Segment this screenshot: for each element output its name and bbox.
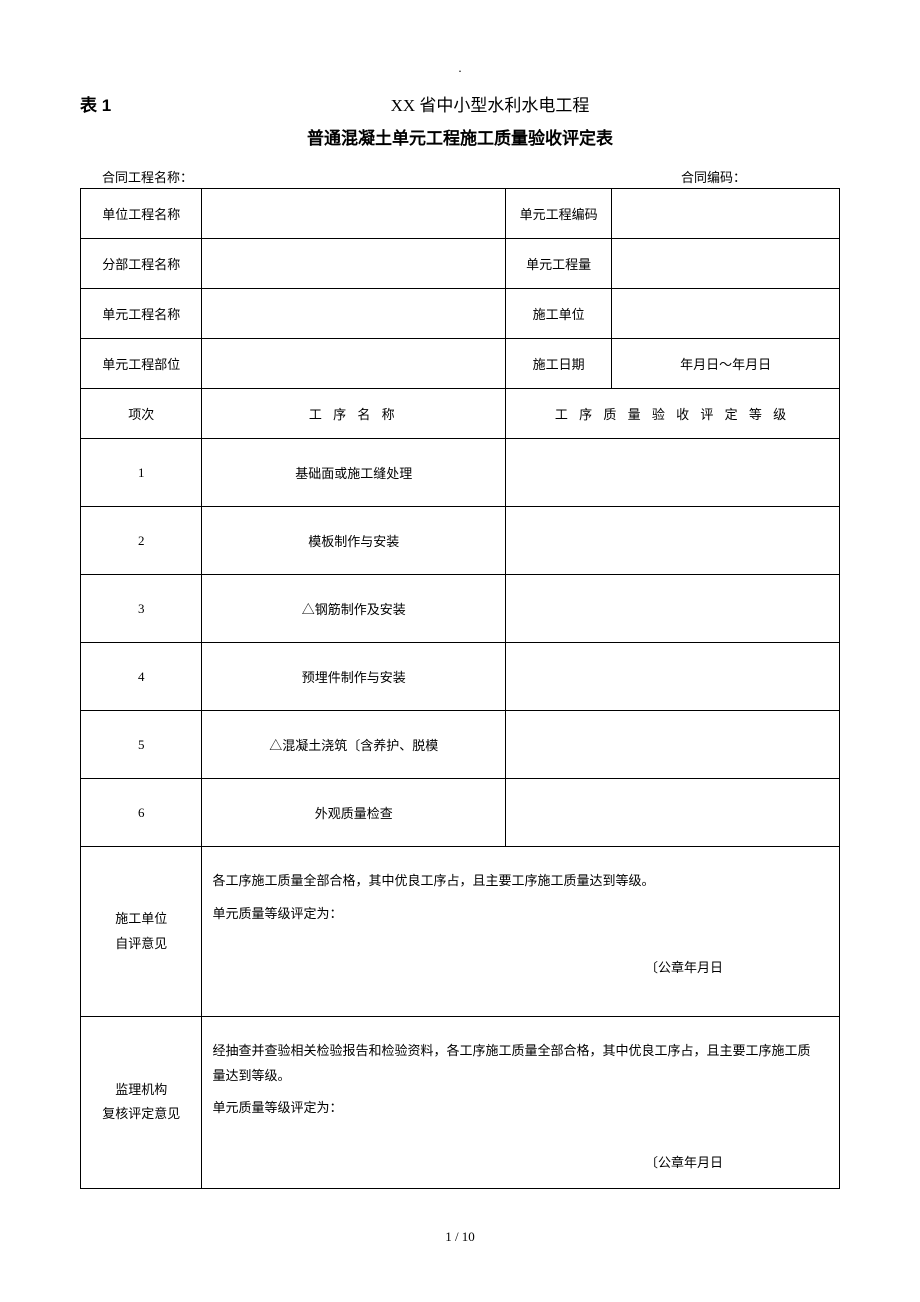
- seq-cell: 2: [81, 507, 202, 575]
- info-value: [202, 289, 506, 339]
- opinion1-text1: 各工序施工质量全部合格，其中优良工序占，且主要工序施工质量达到等级。: [212, 869, 823, 894]
- evaluation-table: 单位工程名称 单元工程编码 分部工程名称 单元工程量 单元工程名称 施工单位 单…: [80, 188, 840, 1189]
- title-line-1: XX 省中小型水利水电工程: [140, 91, 840, 116]
- table-row: 1 基础面或施工缝处理: [81, 439, 840, 507]
- opinion2-text2: 单元质量等级评定为：: [212, 1096, 823, 1121]
- info-label: 施工日期: [506, 339, 612, 389]
- grade-cell: [506, 507, 840, 575]
- table-row: 单元工程部位 施工日期 年月日～年月日: [81, 339, 840, 389]
- opinion1-seal: 〔公章年月日: [212, 956, 823, 981]
- info-value: 年月日～年月日: [612, 339, 840, 389]
- grade-cell: [506, 575, 840, 643]
- name-cell: 预埋件制作与安装: [202, 643, 506, 711]
- page-number: 1 / 10: [80, 1229, 840, 1245]
- opinion-row-1: 施工单位 自评意见 各工序施工质量全部合格，其中优良工序占，且主要工序施工质量达…: [81, 847, 840, 1017]
- table-header-row: 项次 工 序 名 称 工 序 质 量 验 收 评 定 等 级: [81, 389, 840, 439]
- opinion2-label: 监理机构 复核评定意见: [81, 1017, 202, 1189]
- table-row: 6 外观质量检查: [81, 779, 840, 847]
- grade-cell: [506, 711, 840, 779]
- table-number-label: 表 1: [80, 91, 140, 116]
- table-row: 3 △钢筋制作及安装: [81, 575, 840, 643]
- table-row: 2 模板制作与安装: [81, 507, 840, 575]
- name-cell: 外观质量检查: [202, 779, 506, 847]
- info-label: 施工单位: [506, 289, 612, 339]
- table-row: 单位工程名称 单元工程编码: [81, 189, 840, 239]
- title-line-2: 普通混凝土单元工程施工质量验收评定表: [80, 124, 840, 149]
- meta-row: 合同工程名称： 合同编码：: [80, 167, 840, 188]
- info-value: [202, 189, 506, 239]
- header-row: 表 1 XX 省中小型水利水电工程: [80, 91, 840, 116]
- seq-cell: 6: [81, 779, 202, 847]
- table-row: 5 △混凝土浇筑〔含养护、脱模: [81, 711, 840, 779]
- decorative-dot: .: [80, 60, 840, 76]
- info-value: [612, 189, 840, 239]
- col-name: 工 序 名 称: [202, 389, 506, 439]
- info-label: 单元工程名称: [81, 289, 202, 339]
- opinion2-seal: 〔公章年月日: [212, 1151, 823, 1176]
- opinion2-text1: 经抽查并查验相关检验报告和检验资料，各工序施工质量全部合格，其中优良工序占，且主…: [212, 1039, 823, 1088]
- name-cell: △混凝土浇筑〔含养护、脱模: [202, 711, 506, 779]
- grade-cell: [506, 643, 840, 711]
- info-value: [612, 239, 840, 289]
- grade-cell: [506, 439, 840, 507]
- info-label: 单元工程编码: [506, 189, 612, 239]
- info-value: [202, 239, 506, 289]
- contract-code-label: 合同编码：: [681, 167, 836, 186]
- opinion2-content: 经抽查并查验相关检验报告和检验资料，各工序施工质量全部合格，其中优良工序占，且主…: [202, 1017, 840, 1189]
- table-row: 分部工程名称 单元工程量: [81, 239, 840, 289]
- info-label: 分部工程名称: [81, 239, 202, 289]
- table-row: 4 预埋件制作与安装: [81, 643, 840, 711]
- opinion1-label: 施工单位 自评意见: [81, 847, 202, 1017]
- info-label: 单元工程量: [506, 239, 612, 289]
- grade-cell: [506, 779, 840, 847]
- contract-name-label: 合同工程名称：: [102, 167, 193, 186]
- seq-cell: 3: [81, 575, 202, 643]
- info-label: 单元工程部位: [81, 339, 202, 389]
- name-cell: 模板制作与安装: [202, 507, 506, 575]
- info-value: [612, 289, 840, 339]
- opinion-row-2: 监理机构 复核评定意见 经抽查并查验相关检验报告和检验资料，各工序施工质量全部合…: [81, 1017, 840, 1189]
- opinion1-content: 各工序施工质量全部合格，其中优良工序占，且主要工序施工质量达到等级。 单元质量等…: [202, 847, 840, 1017]
- seq-cell: 1: [81, 439, 202, 507]
- seq-cell: 5: [81, 711, 202, 779]
- opinion1-text2: 单元质量等级评定为：: [212, 902, 823, 927]
- name-cell: 基础面或施工缝处理: [202, 439, 506, 507]
- col-seq: 项次: [81, 389, 202, 439]
- name-cell: △钢筋制作及安装: [202, 575, 506, 643]
- table-row: 单元工程名称 施工单位: [81, 289, 840, 339]
- seq-cell: 4: [81, 643, 202, 711]
- info-value: [202, 339, 506, 389]
- info-label: 单位工程名称: [81, 189, 202, 239]
- col-grade: 工 序 质 量 验 收 评 定 等 级: [506, 389, 840, 439]
